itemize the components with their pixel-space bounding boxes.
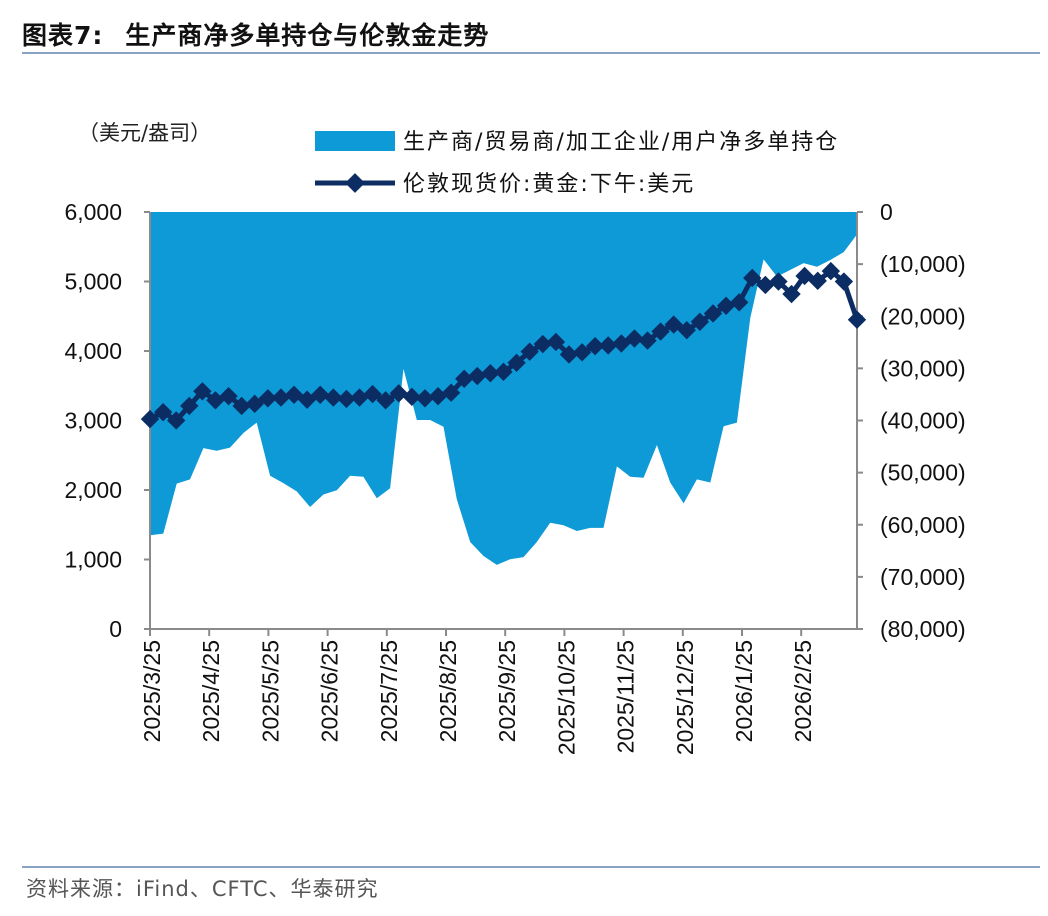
gold-price-point	[625, 329, 644, 348]
gold-price-point	[847, 310, 867, 329]
gold-price-point	[468, 366, 487, 386]
gold-price-point	[572, 343, 592, 362]
legend-line-marker	[345, 173, 365, 193]
gold-price-point	[389, 384, 408, 403]
x-tick-label: 2025/9/25	[494, 640, 520, 742]
right-tick-label: (70,000)	[880, 564, 966, 590]
gold-price-point	[140, 409, 160, 429]
figure-title: 生产商净多单持仓与伦敦金走势	[125, 21, 490, 50]
gold-price-point	[311, 385, 330, 404]
x-tick-label: 2026/1/25	[731, 640, 757, 742]
right-tick-label: (20,000)	[880, 303, 966, 329]
legend-line-label: 伦敦现货价:黄金:下午:美元	[403, 172, 695, 197]
left-tick-label: 6,000	[64, 199, 122, 225]
footer-rule	[22, 866, 1040, 868]
x-tick-label: 2025/12/25	[672, 640, 698, 755]
x-tick-label: 2025/10/25	[553, 640, 579, 755]
x-tick-label: 2025/5/25	[257, 640, 283, 742]
gold-price-point	[219, 386, 238, 406]
gold-price-point	[520, 342, 539, 361]
gold-price-point	[533, 334, 553, 354]
unit-label: （美元/盎司）	[78, 121, 211, 145]
x-tick-label: 2026/2/25	[790, 640, 816, 742]
right-tick-label: 0	[880, 199, 893, 225]
gold-price-point	[245, 394, 264, 414]
x-tick-label: 2025/3/25	[139, 640, 165, 742]
gold-price-point	[481, 364, 500, 383]
chart: （美元/盎司） 生产商/贸易商/加工企业/用户净多单持仓 伦敦现货价:黄金:下午…	[64, 121, 966, 755]
right-tick-label: (40,000)	[880, 408, 966, 434]
x-tick-label: 2025/7/25	[376, 640, 402, 742]
gold-price-point	[193, 382, 212, 401]
gold-price-point	[782, 284, 801, 304]
legend-area-label: 生产商/贸易商/加工企业/用户净多单持仓	[403, 130, 839, 155]
source-note: 资料来源：iFind、CFTC、华泰研究	[26, 877, 379, 901]
left-tick-label: 2,000	[64, 477, 122, 503]
gold-price-point	[258, 389, 278, 408]
figure-label: 图表7:	[22, 21, 104, 50]
gold-price-point	[756, 275, 775, 295]
legend-area-swatch	[315, 131, 395, 151]
gold-price-point	[546, 332, 566, 352]
gold-price-point	[599, 336, 618, 355]
gold-price-point	[638, 331, 657, 350]
chart-title: 图表7: 生产商净多单持仓与伦敦金走势	[22, 16, 489, 52]
x-tick-label: 2025/11/25	[613, 640, 639, 753]
gold-price-point	[180, 396, 199, 416]
gold-price-point	[428, 387, 448, 406]
gold-price-point	[402, 387, 422, 407]
left-tick-label: 1,000	[64, 547, 122, 573]
gold-price-point	[677, 320, 696, 340]
x-tick-label: 2025/6/25	[317, 640, 343, 742]
gold-price-point	[350, 388, 369, 407]
gold-price-point	[664, 315, 683, 334]
gold-price-point	[455, 369, 474, 389]
gold-price-point	[337, 389, 356, 409]
title-bar: 图表7: 生产商净多单持仓与伦敦金走势	[22, 14, 1040, 54]
right-tick-label: (80,000)	[880, 616, 966, 642]
gold-price-point	[363, 384, 382, 404]
net-long-area	[150, 212, 857, 565]
right-tick-label: (60,000)	[880, 512, 966, 538]
x-tick-label: 2025/8/25	[435, 640, 461, 742]
right-tick-label: (30,000)	[880, 355, 966, 381]
gold-price-point	[153, 402, 173, 422]
x-tick-label: 2025/4/25	[198, 640, 224, 742]
gold-price-point	[703, 304, 723, 323]
gold-price-point	[716, 296, 736, 315]
gold-price-point	[730, 293, 749, 312]
gold-price-point	[494, 362, 513, 382]
gold-price-point	[651, 322, 670, 341]
left-tick-label: 0	[109, 616, 122, 642]
right-tick-label: (10,000)	[880, 251, 966, 277]
gold-price-point	[441, 383, 461, 402]
gold-price-point	[743, 268, 762, 288]
gold-price-point	[376, 391, 395, 410]
gold-price-point	[415, 389, 435, 408]
right-tick-label: (50,000)	[880, 460, 966, 486]
gold-price-point	[507, 353, 526, 372]
left-tick-label: 5,000	[64, 269, 122, 295]
gold-price-point	[271, 388, 291, 407]
left-tick-label: 3,000	[64, 408, 122, 434]
left-tick-label: 4,000	[64, 338, 122, 364]
